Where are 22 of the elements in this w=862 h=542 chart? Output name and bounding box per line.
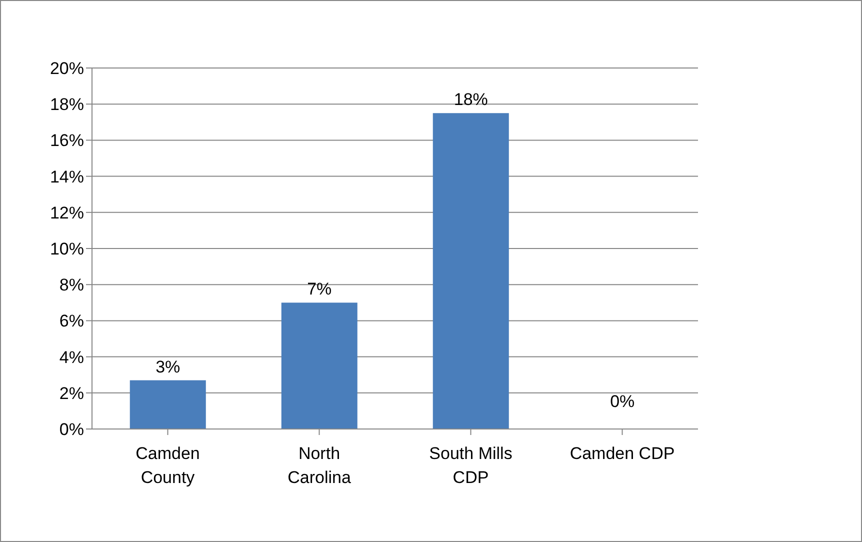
x-tick-label: North Carolina (288, 444, 352, 487)
bar (432, 113, 509, 429)
data-label: 18% (454, 90, 488, 110)
x-tick-label: Camden CDP (570, 444, 675, 463)
y-tick-label: 12% (50, 203, 84, 222)
y-tick-label: 0% (59, 420, 84, 440)
data-label: 7% (307, 280, 332, 299)
y-tick-label: 8% (59, 276, 84, 295)
y-tick-label: 4% (59, 348, 84, 367)
data-label: 3% (156, 357, 180, 376)
bar (130, 380, 206, 429)
y-tick-label: 2% (59, 384, 84, 403)
y-tick-label: 10% (50, 240, 84, 259)
x-tick-label: South Mills CDP (429, 444, 512, 487)
y-tick-label: 16% (50, 131, 84, 150)
y-tick-label: 18% (50, 95, 84, 114)
y-tick-label: 6% (59, 312, 84, 331)
data-label: 0% (610, 392, 635, 411)
y-tick-label: 20% (50, 59, 84, 78)
x-tick-label: Camden County (136, 444, 200, 487)
bar (281, 302, 358, 429)
y-tick-label: 14% (50, 167, 84, 186)
